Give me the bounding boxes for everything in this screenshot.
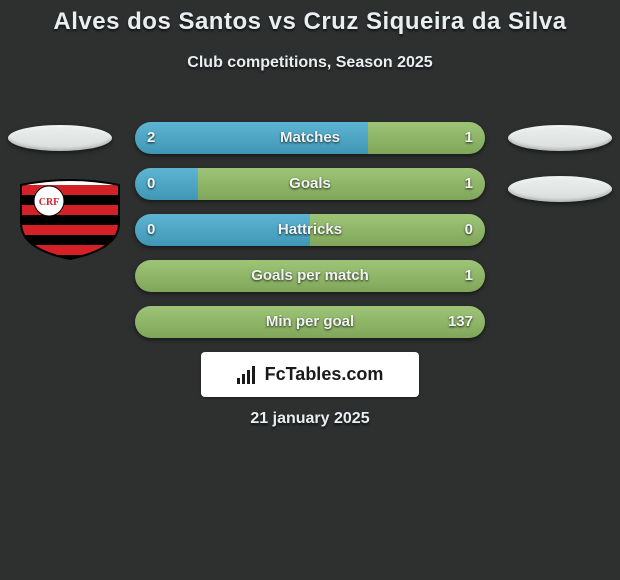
- stat-value-right: 0: [465, 214, 473, 246]
- stat-label: Matches: [135, 122, 485, 154]
- crest-monogram: CRF: [39, 197, 60, 208]
- stat-value-left: 0: [147, 168, 155, 200]
- player2-oval-b: [508, 176, 612, 202]
- stat-value-right: 1: [465, 168, 473, 200]
- player2-oval-a: [508, 125, 612, 151]
- stat-row: Hattricks0 0: [135, 214, 485, 246]
- stat-row: Goals per match1: [135, 260, 485, 292]
- stat-value-right: 1: [465, 122, 473, 154]
- player1-oval: [8, 125, 112, 151]
- stat-label: Goals per match: [135, 260, 485, 292]
- subtitle: Club competitions, Season 2025: [0, 54, 620, 72]
- bar-chart-icon: [237, 366, 259, 384]
- stat-label: Min per goal: [135, 306, 485, 338]
- stat-label: Hattricks: [135, 214, 485, 246]
- stat-value-right: 137: [448, 306, 473, 338]
- comparison-infographic: Alves dos Santos vs Cruz Siqueira da Sil…: [0, 0, 620, 580]
- stat-value-right: 1: [465, 260, 473, 292]
- stat-row: Matches2 1: [135, 122, 485, 154]
- page-title: Alves dos Santos vs Cruz Siqueira da Sil…: [0, 0, 620, 36]
- stat-label: Goals: [135, 168, 485, 200]
- attribution-badge: FcTables.com: [201, 352, 419, 397]
- stat-value-left: 2: [147, 122, 155, 154]
- attribution-text: FcTables.com: [265, 364, 384, 385]
- stat-row: Min per goal137: [135, 306, 485, 338]
- snapshot-date: 21 january 2025: [0, 410, 620, 428]
- stat-row: Goals0 1: [135, 168, 485, 200]
- club-crest: CRF: [19, 179, 121, 261]
- comparison-bars: Matches21Goals01Hattricks00Goals per mat…: [135, 122, 485, 352]
- stat-value-left: 0: [147, 214, 155, 246]
